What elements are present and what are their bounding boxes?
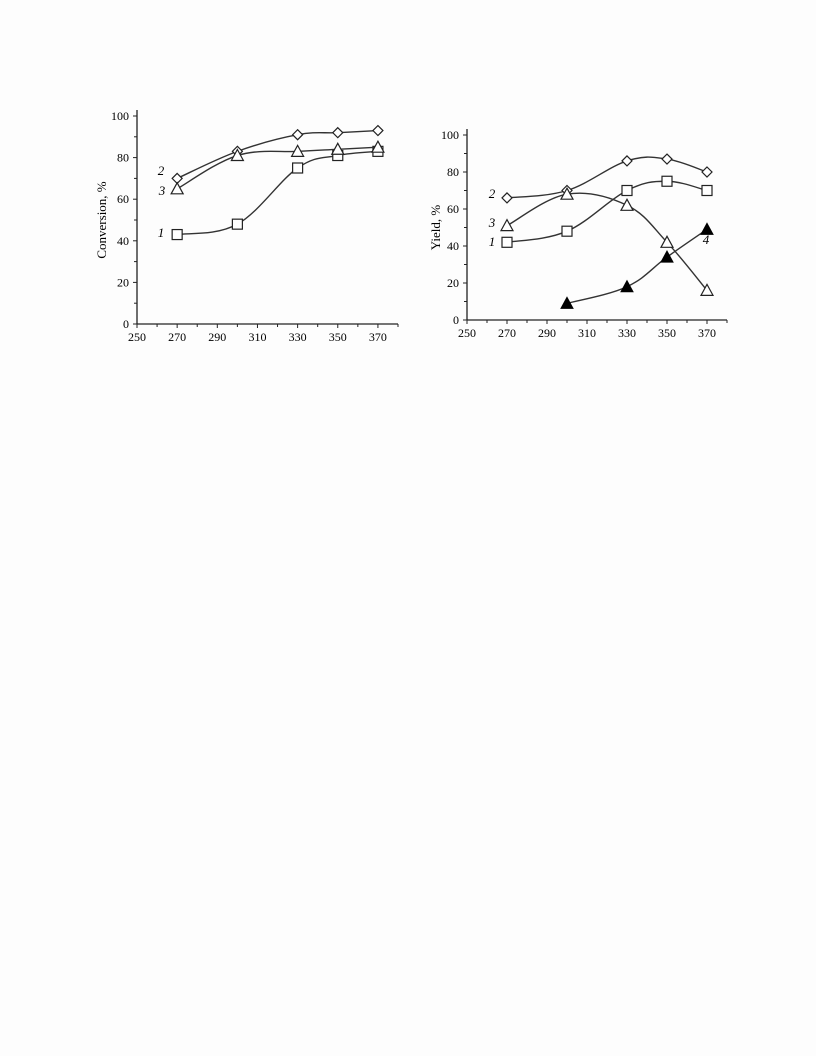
series-4-point bbox=[700, 222, 714, 235]
y-tick-label: 60 bbox=[117, 192, 129, 206]
series-2-point bbox=[701, 166, 713, 178]
x-tick-label: 310 bbox=[248, 330, 266, 344]
x-tick-label: 290 bbox=[208, 330, 226, 344]
series-4-line bbox=[566, 228, 708, 305]
series-1-point bbox=[561, 225, 573, 237]
x-tick-label: 270 bbox=[168, 330, 186, 344]
y-tick-label: 100 bbox=[111, 109, 129, 123]
y-tick-label: 20 bbox=[117, 275, 129, 289]
x-tick-label: 370 bbox=[369, 330, 387, 344]
y-tick-label: 40 bbox=[447, 239, 459, 253]
series-1-point bbox=[292, 162, 304, 174]
series-2-label: 2 bbox=[158, 163, 165, 178]
series-3-label: 3 bbox=[158, 183, 166, 198]
series-1-point bbox=[501, 236, 513, 248]
x-tick-label: 350 bbox=[329, 330, 347, 344]
series-3-point bbox=[659, 235, 675, 248]
y-axis-label: Conversion, % bbox=[94, 181, 109, 258]
series-1-point bbox=[231, 218, 243, 230]
y-axis-label: Yield, % bbox=[428, 205, 443, 251]
x-tick-label: 250 bbox=[128, 330, 146, 344]
series-2-point bbox=[372, 124, 384, 137]
series-4-point bbox=[560, 296, 574, 309]
conversion-chart: 250 270 290 310 330 350 370 0 20 40 60 80 100 Convers… bbox=[94, 109, 399, 344]
y-tick-label: 80 bbox=[447, 165, 459, 179]
series-3-point bbox=[230, 148, 245, 162]
y-tick-label: 40 bbox=[117, 234, 129, 248]
series-2-point bbox=[621, 155, 633, 167]
series-3-point bbox=[370, 139, 385, 153]
series-2-point bbox=[331, 126, 344, 139]
series-4-label: 4 bbox=[703, 232, 710, 247]
series-2-point bbox=[661, 153, 673, 165]
series-1-point bbox=[171, 228, 183, 241]
series-2-label: 2 bbox=[489, 186, 496, 201]
series-2-point bbox=[501, 192, 513, 204]
series-4-point bbox=[660, 250, 674, 263]
x-tick-label: 270 bbox=[498, 326, 516, 340]
series-1-point bbox=[661, 175, 673, 187]
y-tick-label: 60 bbox=[447, 202, 459, 216]
x-tick-label: 330 bbox=[289, 330, 307, 344]
series-3-point bbox=[170, 181, 185, 195]
series-1-label: 1 bbox=[489, 234, 496, 249]
series-1-point bbox=[621, 184, 633, 197]
series-2-line bbox=[506, 156, 708, 199]
series-3-point bbox=[330, 142, 345, 155]
series-4-point bbox=[620, 279, 634, 293]
series-3-point bbox=[559, 186, 575, 200]
series-1-point bbox=[701, 184, 713, 197]
y-tick-label: 20 bbox=[447, 276, 459, 290]
series-2-point bbox=[291, 128, 304, 141]
x-tick-label: 370 bbox=[698, 326, 716, 340]
x-tick-label: 290 bbox=[538, 326, 556, 340]
series-1-line bbox=[506, 180, 708, 243]
series-3-point bbox=[499, 218, 515, 232]
x-tick-label: 310 bbox=[578, 326, 596, 340]
series-3-point bbox=[290, 144, 305, 157]
series-3-point bbox=[619, 198, 635, 211]
x-tick-label: 250 bbox=[458, 326, 476, 340]
y-tick-label: 80 bbox=[117, 151, 129, 165]
x-tick-label: 350 bbox=[658, 326, 676, 340]
y-tick-label: 100 bbox=[441, 128, 459, 142]
series-3-line bbox=[506, 192, 708, 291]
x-tick-label: 330 bbox=[618, 326, 636, 340]
yield-chart: 250 270 290 310 330 350 370 0 20 40 60 80 100 Yield, … bbox=[428, 128, 728, 340]
series-3-label: 3 bbox=[488, 215, 496, 230]
y-tick-label: 0 bbox=[453, 313, 459, 327]
y-tick-label: 0 bbox=[123, 317, 129, 331]
series-1-label: 1 bbox=[158, 225, 165, 240]
series-3-point bbox=[699, 283, 715, 296]
